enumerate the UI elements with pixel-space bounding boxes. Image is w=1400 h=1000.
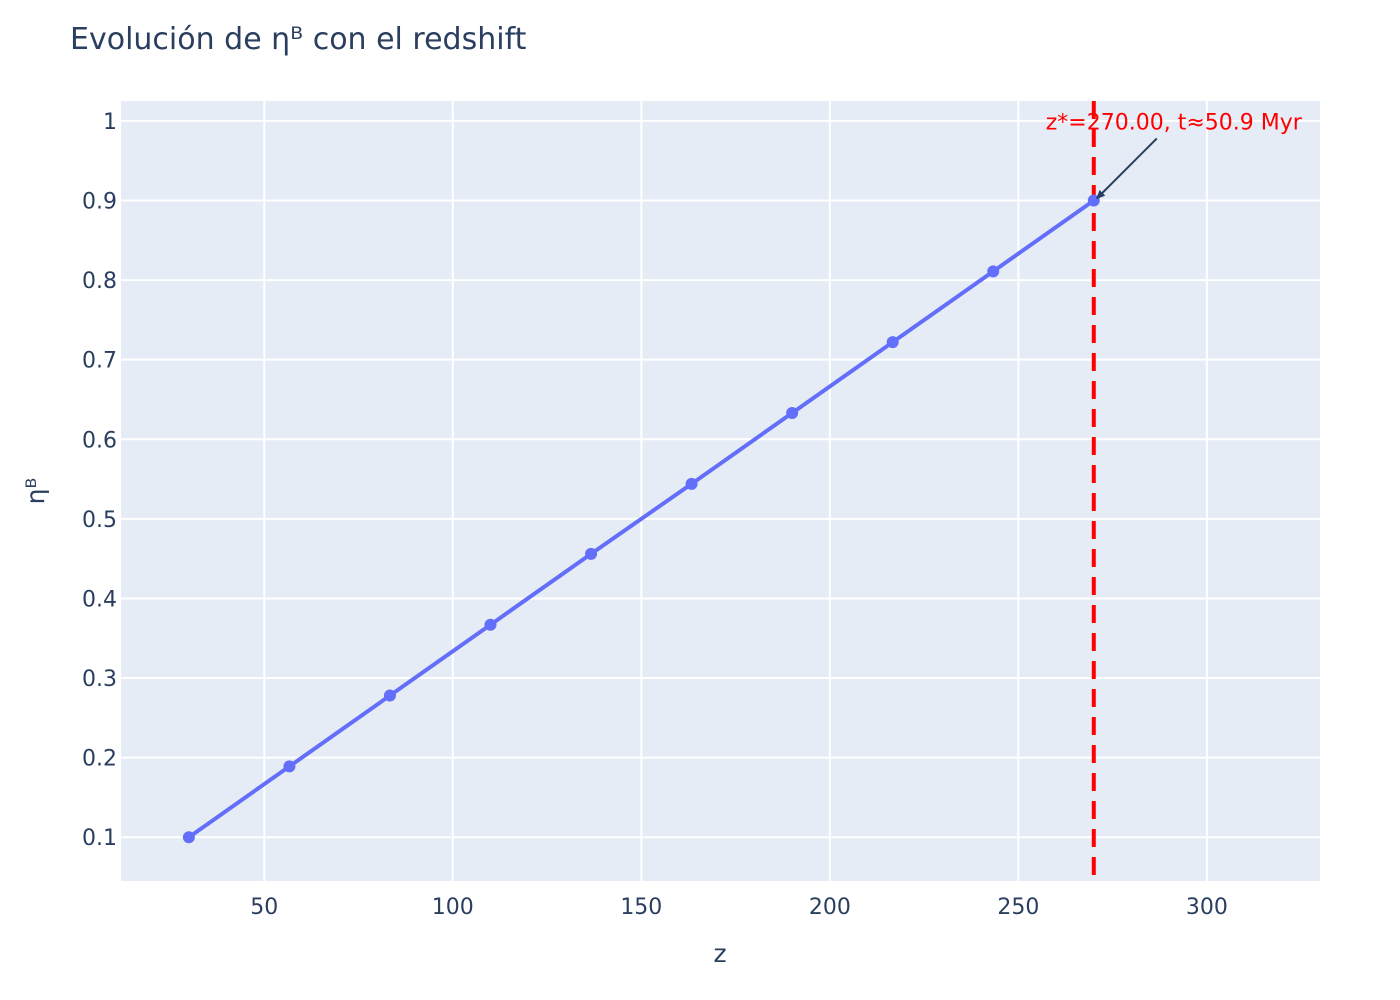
data-point xyxy=(585,547,598,560)
y-tick-label: 0.2 xyxy=(82,747,117,772)
data-point xyxy=(484,618,497,631)
y-tick-label: 0.7 xyxy=(82,349,117,374)
x-tick-label: 200 xyxy=(809,895,851,920)
data-point xyxy=(383,689,396,702)
x-tick-label: 250 xyxy=(997,895,1039,920)
data-point xyxy=(685,477,698,490)
x-axis-title: z xyxy=(713,939,726,968)
y-tick-label: 1 xyxy=(103,110,117,135)
y-tick-label: 0.9 xyxy=(82,189,117,214)
series-line xyxy=(187,198,1095,839)
x-tick-label: 100 xyxy=(432,895,474,920)
x-tick-label: 300 xyxy=(1186,895,1228,920)
grid xyxy=(121,101,1320,881)
y-tick-label: 0.8 xyxy=(82,269,117,294)
series-layer xyxy=(182,194,1100,844)
y-tick-label: 0.5 xyxy=(82,508,117,533)
y-axis-title: ηᴮ xyxy=(21,478,50,505)
x-tick-label: 150 xyxy=(620,895,662,920)
tick-labels: 50 100 150 200 250 300 0.1 0.2 0.3 0.4 0.5 0.6 0.7 0.… xyxy=(82,110,1228,920)
data-point xyxy=(182,831,195,844)
y-tick-label: 0.1 xyxy=(82,826,117,851)
data-point xyxy=(987,265,1000,278)
y-tick-label: 0.3 xyxy=(82,667,117,692)
data-point xyxy=(786,407,799,419)
y-tick-label: 0.6 xyxy=(82,428,117,453)
annotation-arrow xyxy=(1096,137,1158,200)
chart-title: Evolución de ηᴮ con el redshift xyxy=(70,22,527,57)
annotation-label: z*=270.00, t≈50.9 Myr xyxy=(1046,110,1303,135)
x-tick-label: 50 xyxy=(250,895,278,920)
annotation-layer: z*=270.00, t≈50.9 Myr xyxy=(1046,110,1303,200)
data-point xyxy=(886,336,899,349)
data-point xyxy=(283,760,296,773)
y-tick-label: 0.4 xyxy=(82,587,117,612)
plot-background xyxy=(121,101,1320,881)
